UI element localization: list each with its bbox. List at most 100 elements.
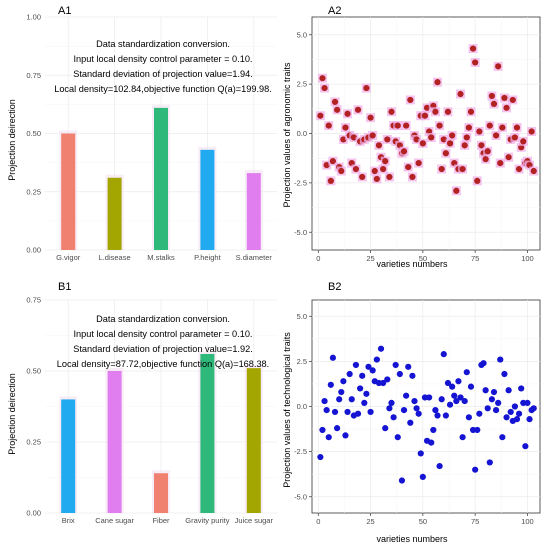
panel-a2-point — [488, 92, 495, 100]
panel-a2-point — [459, 165, 466, 173]
panel-b2-point — [363, 390, 370, 397]
panel-a2-point — [484, 148, 491, 155]
panel-a2-point — [444, 108, 452, 115]
panel-b2-point — [459, 434, 466, 441]
panel-b2-point — [482, 387, 489, 394]
panel-a2-point — [327, 177, 334, 184]
panel-a2-xtick-label: 75 — [471, 254, 479, 263]
panel-b2-point — [446, 401, 454, 408]
panel-b2-point — [394, 434, 401, 441]
panel-a2-point — [382, 158, 389, 165]
panel-b2-point — [492, 407, 500, 414]
panel-b2-point — [472, 466, 479, 473]
panel-b2-ytick-label: -2.5 — [294, 447, 307, 456]
panel-a2-point — [528, 128, 535, 135]
panel-a2-point — [344, 110, 351, 117]
panel-a2: A2 Projection values of agronomic traits… — [282, 5, 541, 269]
panel-a2-xtick-label: 0 — [316, 254, 320, 263]
panel-b2-point — [384, 376, 391, 383]
panel-b2-point — [409, 372, 416, 379]
panel-b1-bar — [200, 353, 215, 513]
panel-a2-point — [505, 154, 512, 161]
panel-a2-point — [329, 158, 337, 165]
panel-a2-point — [486, 122, 493, 129]
panel-b1-ytick-label: 0.00 — [26, 509, 41, 518]
panel-a2-point — [388, 108, 395, 115]
panel-b2-point — [403, 392, 410, 399]
panel-b1-ytick-label: 0.75 — [26, 296, 41, 305]
panel-a2-ytick-label: 2.5 — [297, 80, 307, 89]
panel-a2-point — [325, 122, 332, 129]
panel-b2-point — [432, 407, 439, 414]
panel-a2-point — [513, 124, 521, 131]
panel-b2-point — [515, 410, 523, 417]
panel-b2-point — [522, 443, 529, 450]
panel-a2-ytick-label: -5.0 — [294, 228, 307, 237]
panel-b2-ytick-label: 2.5 — [297, 357, 307, 366]
panel-a2-xtick-label: 100 — [521, 254, 534, 263]
panel-b2-point — [442, 412, 449, 419]
panel-b1-category-label: Brix — [62, 516, 75, 525]
panel-b2-point — [449, 383, 456, 390]
panel-b2-point — [377, 345, 385, 352]
panel-b1-category-label: Fiber — [152, 516, 170, 525]
panel-b2: B2 Projection values of technological tr… — [282, 281, 541, 544]
panel-a1-category-label: L.disease — [99, 253, 131, 262]
panel-b2-point — [361, 399, 368, 406]
panel-b2-point — [369, 367, 376, 374]
panel-b1-annotation: Input local density control parameter = … — [73, 329, 252, 339]
panel-a1-bar — [107, 177, 122, 250]
panel-a2-point — [446, 140, 454, 147]
panel-a2-point — [495, 63, 502, 70]
panel-a2-point — [492, 132, 500, 139]
panel-a2-point — [373, 175, 380, 183]
panel-a2-point — [428, 134, 435, 141]
panel-b1: B1 Projection deirection 0.00 0.25 0.50 0.7… — [7, 281, 277, 525]
panel-a2-point — [363, 84, 370, 92]
panel-b1-category-label: Cane sugar — [95, 516, 134, 525]
panel-a1-ytick-label: 0.75 — [26, 71, 41, 80]
panel-b2-point — [317, 453, 324, 461]
panel-b2-point — [457, 394, 464, 401]
panel-b1-annotation: Data standardization conversion. — [96, 314, 230, 324]
panel-a1-annotation: Data standardization conversion. — [96, 39, 230, 49]
panel-b2-point — [451, 392, 458, 399]
panel-b2-point — [386, 405, 393, 412]
panel-a2-point — [497, 160, 504, 167]
panel-b2-point — [323, 407, 330, 414]
panel-b2-point — [342, 432, 349, 439]
panel-a2-point — [421, 112, 429, 119]
panel-b1-title: B1 — [58, 281, 71, 293]
panel-a2-ytick-label: 5.0 — [297, 30, 307, 39]
panel-a1-ytick-label: 0.25 — [26, 187, 41, 196]
panel-b2-point — [518, 385, 525, 392]
panel-b2-point — [440, 351, 447, 358]
panel-a2-point — [467, 108, 475, 115]
panel-b2-point — [411, 397, 418, 405]
panel-b2-point — [484, 405, 491, 412]
panel-a2-plot: -5.0 -2.5 0.0 2.5 5.0 0 25 50 75 100 — [294, 16, 541, 263]
panel-b1-bar — [107, 371, 122, 513]
panel-b1-ylabel: Projection deirection — [7, 373, 17, 455]
panel-a2-point — [476, 128, 483, 135]
panel-a2-point — [442, 150, 449, 157]
panel-a1-category-label: P.height — [194, 253, 221, 262]
panel-b2-point — [507, 408, 514, 416]
panel-b2-title: B2 — [328, 281, 341, 293]
panel-b2-point — [526, 416, 533, 423]
panel-a2-point — [394, 122, 401, 129]
panel-b2-xtick-label: 50 — [419, 517, 427, 526]
panel-b2-point — [497, 356, 504, 363]
panel-b2-point — [530, 405, 537, 412]
panel-a1-ytick-label: 0.50 — [26, 129, 41, 138]
panel-a2-point — [515, 165, 523, 173]
panel-b2-point — [373, 356, 380, 363]
panel-a2-point — [342, 124, 349, 131]
panel-b2-point — [463, 369, 470, 376]
panel-b1-annotation: Local density=87.72,objective function Q… — [57, 359, 269, 369]
panel-b2-point — [336, 396, 343, 403]
panel-b2-point — [365, 363, 372, 370]
panel-b2-point — [436, 462, 443, 470]
panel-a2-point — [321, 84, 328, 92]
panel-b2-point — [495, 399, 502, 406]
